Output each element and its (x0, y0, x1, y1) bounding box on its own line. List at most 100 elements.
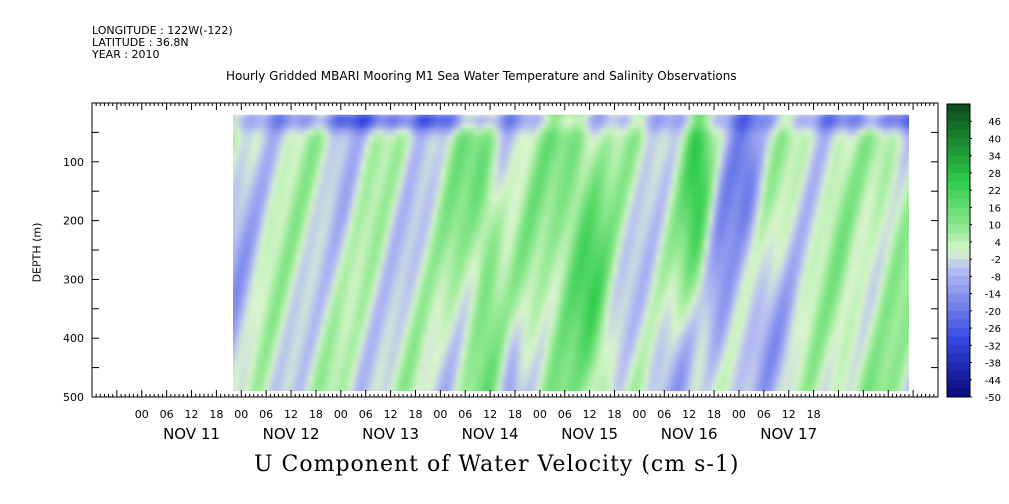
heatmap-cell (265, 182, 270, 190)
heatmap-cell (497, 308, 502, 316)
heatmap-cell (321, 320, 326, 328)
heatmap-cell (605, 380, 610, 388)
heatmap-cell (429, 386, 434, 392)
heatmap-cell (337, 224, 342, 232)
heatmap-cell (397, 350, 402, 358)
heatmap-cell (373, 308, 378, 316)
heatmap-cell (365, 362, 370, 370)
heatmap-cell (381, 308, 386, 316)
heatmap-cell (469, 368, 474, 376)
heatmap-cell (569, 338, 574, 346)
heatmap-cell (489, 236, 494, 244)
heatmap-cell (445, 320, 450, 328)
heatmap-cell (417, 116, 422, 124)
heatmap-cell (593, 350, 598, 358)
heatmap-cell (353, 374, 358, 382)
heatmap-cell (333, 134, 338, 142)
heatmap-cell (509, 272, 514, 280)
heatmap-cell (405, 260, 410, 268)
heatmap-cell (301, 114, 306, 118)
heatmap-cell (261, 380, 266, 388)
heatmap-cell (345, 128, 350, 136)
heatmap-cell (245, 356, 250, 364)
heatmap-cell (289, 314, 294, 322)
heatmap-cell (273, 212, 278, 220)
heatmap-cell (489, 344, 494, 352)
heatmap-cell (489, 314, 494, 322)
heatmap-cell (389, 386, 394, 392)
heatmap-cell (625, 122, 630, 130)
heatmap-cell (329, 284, 334, 292)
heatmap-cell (633, 350, 638, 358)
heatmap-cell (545, 248, 550, 256)
heatmap-cell (633, 176, 638, 184)
heatmap-cell (441, 302, 446, 310)
heatmap-cell (349, 380, 354, 388)
heatmap-cell (477, 188, 482, 196)
heatmap-cell (265, 128, 270, 136)
heatmap-cell (565, 164, 570, 172)
heatmap-cell (485, 254, 490, 262)
heatmap-cell (621, 218, 626, 226)
heatmap-cell (557, 242, 562, 250)
heatmap-cell (377, 314, 382, 322)
heatmap-cell (333, 374, 338, 382)
heatmap-cell (357, 224, 362, 232)
heatmap-cell (265, 188, 270, 196)
heatmap-cell (537, 152, 542, 160)
heatmap-cell (405, 236, 410, 244)
heatmap-cell (245, 164, 250, 172)
heatmap-cell (469, 266, 474, 274)
heatmap-cell (625, 158, 630, 166)
heatmap-cell (589, 176, 594, 184)
heatmap-cell (281, 284, 286, 292)
heatmap-cell (377, 248, 382, 256)
heatmap-cell (557, 368, 562, 376)
heatmap-cell (341, 146, 346, 154)
heatmap-cell (517, 314, 522, 322)
heatmap-cell (305, 248, 310, 256)
heatmap-cell (433, 182, 438, 190)
heatmap-cell (337, 302, 342, 310)
heatmap-cell (493, 140, 498, 148)
heatmap-cell (381, 158, 386, 166)
heatmap-cell (453, 368, 458, 376)
heatmap-cell (361, 386, 366, 392)
heatmap-cell (537, 200, 542, 208)
heatmap-cell (569, 152, 574, 160)
heatmap-cell (365, 350, 370, 358)
heatmap-cell (553, 338, 558, 346)
heatmap-cell (233, 182, 238, 190)
heatmap-cell (429, 344, 434, 352)
heatmap-cell (285, 242, 290, 250)
heatmap-cell (513, 122, 518, 130)
heatmap-cell (293, 230, 298, 238)
heatmap-cell (621, 242, 626, 250)
heatmap-cell (513, 140, 518, 148)
heatmap-cell (269, 152, 274, 160)
heatmap-cell (385, 386, 390, 392)
heatmap-cell (565, 194, 570, 202)
heatmap-cell (417, 290, 422, 298)
heatmap-cell (329, 152, 334, 160)
heatmap-cell (253, 344, 258, 352)
heatmap-cell (461, 350, 466, 358)
heatmap-cell (457, 362, 462, 370)
heatmap-cell (425, 170, 430, 178)
heatmap-cell (533, 194, 538, 202)
heatmap-cell (429, 314, 434, 322)
heatmap-cell (345, 374, 350, 382)
heatmap-cell (541, 332, 546, 340)
heatmap-cell (557, 308, 562, 316)
heatmap-cell (249, 344, 254, 352)
heatmap-cell (489, 260, 494, 268)
heatmap-cell (537, 218, 542, 226)
heatmap-cell (233, 278, 238, 286)
heatmap-cell (297, 302, 302, 310)
heatmap-cell (265, 362, 270, 370)
heatmap-cell (261, 194, 266, 202)
heatmap-cell (573, 326, 578, 334)
heatmap-cell (373, 194, 378, 202)
heatmap-cell (521, 242, 526, 250)
heatmap-cell (633, 338, 638, 346)
